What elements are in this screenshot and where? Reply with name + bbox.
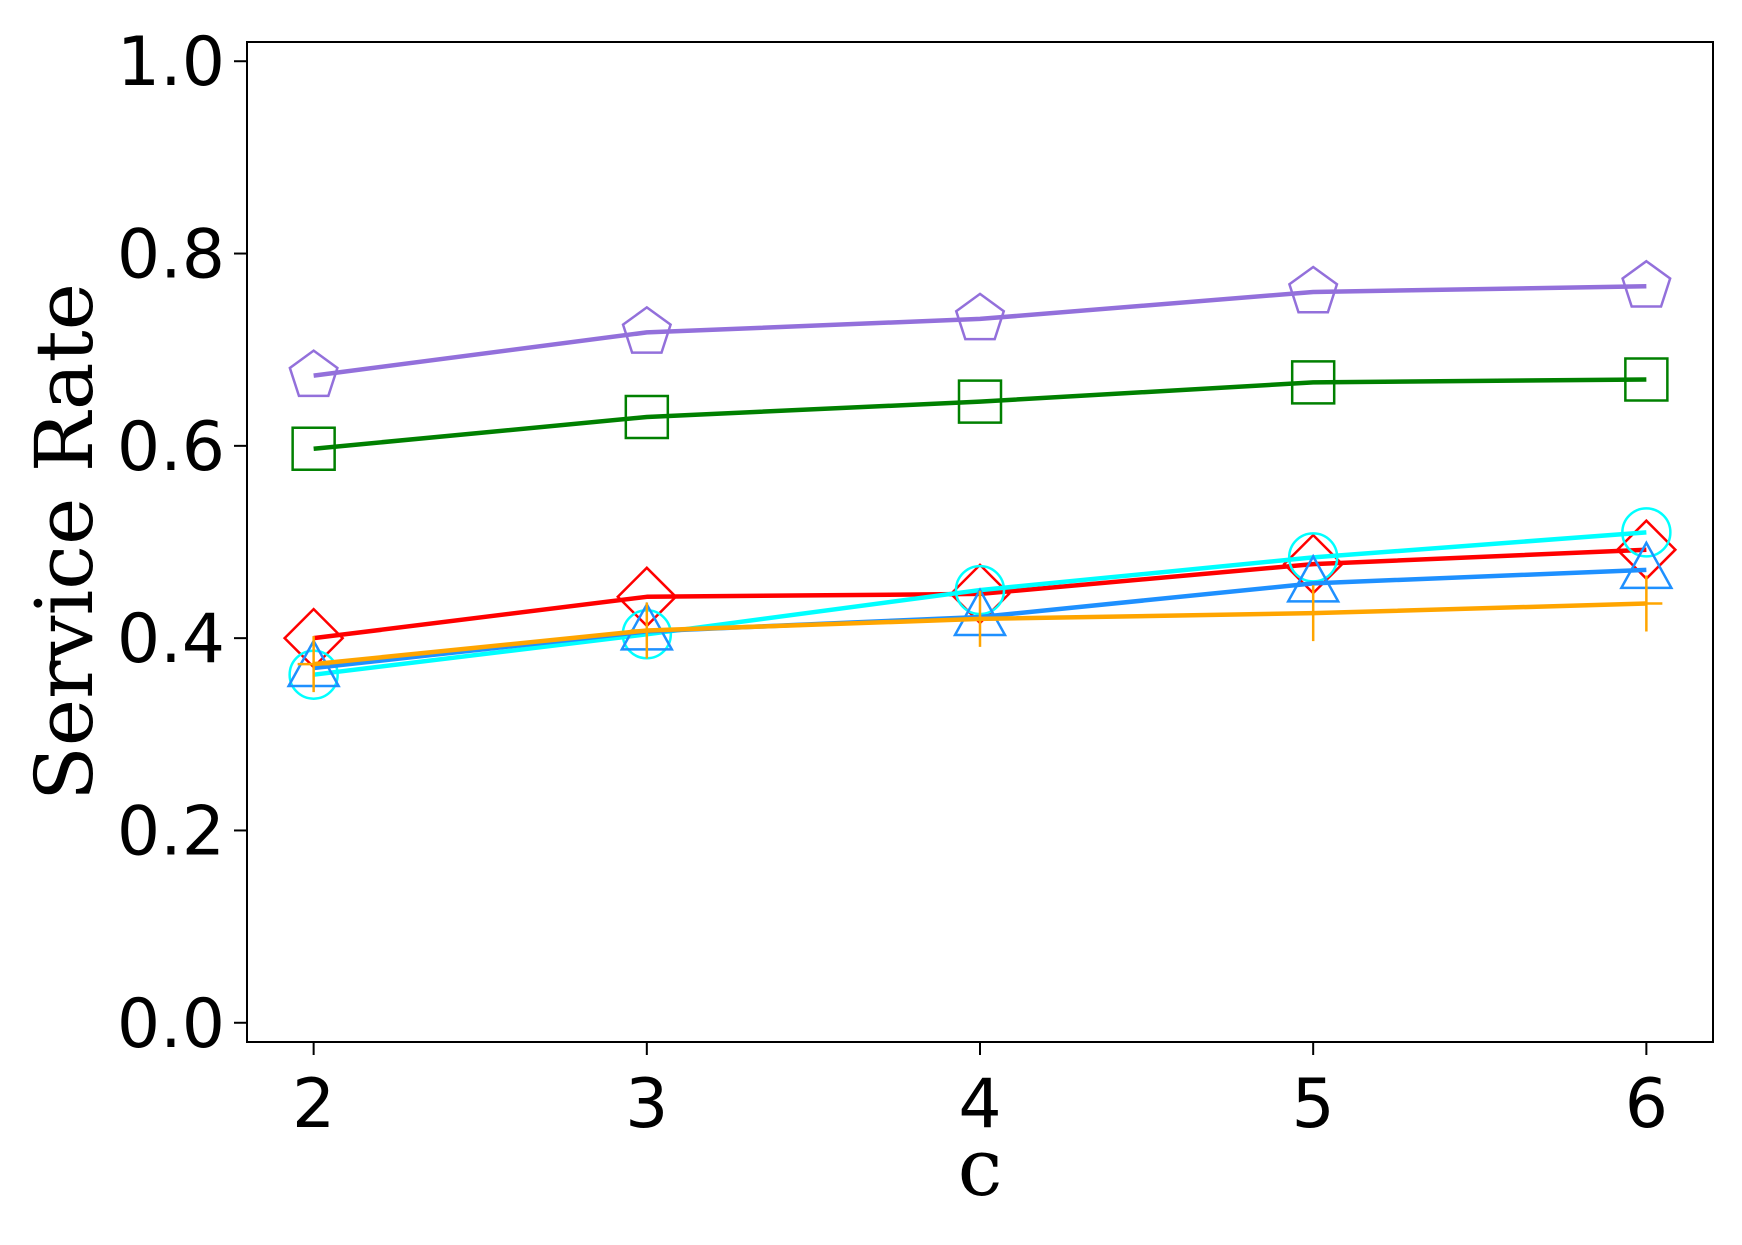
- square-marker: [1624, 357, 1669, 402]
- plus-marker: [964, 590, 996, 647]
- square-marker: [624, 394, 670, 440]
- y-tick-label: 0.0: [117, 985, 225, 1064]
- y-tick-label: 0.4: [117, 600, 225, 679]
- y-tick-label: 0.8: [117, 216, 225, 295]
- plus-marker: [1297, 585, 1330, 642]
- series-line: [313, 377, 1647, 451]
- pentagon-marker: [621, 305, 673, 354]
- x-axis-label: c: [958, 1121, 1003, 1214]
- y-axis-ticks: 0.0 0.2 0.4 0.6 0.8 1.0: [117, 23, 247, 1064]
- plus-marker: [1630, 575, 1663, 632]
- series-line: [313, 283, 1647, 378]
- circle-marker: [1621, 507, 1672, 558]
- y-axis-label: Service Rate: [18, 283, 111, 801]
- y-tick-label: 0.2: [117, 792, 225, 871]
- pentagon-marker: [954, 292, 1006, 341]
- plot-area-frame: [246, 41, 1714, 1043]
- x-tick-label: 2: [292, 1065, 335, 1144]
- plus-marker: [630, 602, 663, 659]
- x-tick-label: 4: [958, 1065, 1001, 1144]
- square-marker: [291, 426, 336, 471]
- y-tick-label: 0.6: [117, 408, 225, 487]
- series-pentagon: [288, 259, 1672, 398]
- x-tick-label: 5: [1292, 1065, 1335, 1144]
- plus-marker: [297, 636, 330, 693]
- x-axis-ticks: 2 3 4 5 6: [292, 1042, 1668, 1144]
- x-tick-label: 6: [1625, 1065, 1668, 1144]
- pentagon-marker: [288, 349, 339, 398]
- series-plus: [297, 575, 1663, 693]
- square-marker: [1290, 360, 1336, 405]
- series-square: [291, 357, 1669, 471]
- square-marker: [957, 379, 1003, 424]
- x-tick-label: 3: [625, 1065, 668, 1144]
- pentagon-marker: [1621, 259, 1672, 308]
- y-tick-label: 1.0: [117, 23, 225, 102]
- series-layer: [282, 259, 1678, 700]
- pentagon-marker: [1287, 265, 1339, 314]
